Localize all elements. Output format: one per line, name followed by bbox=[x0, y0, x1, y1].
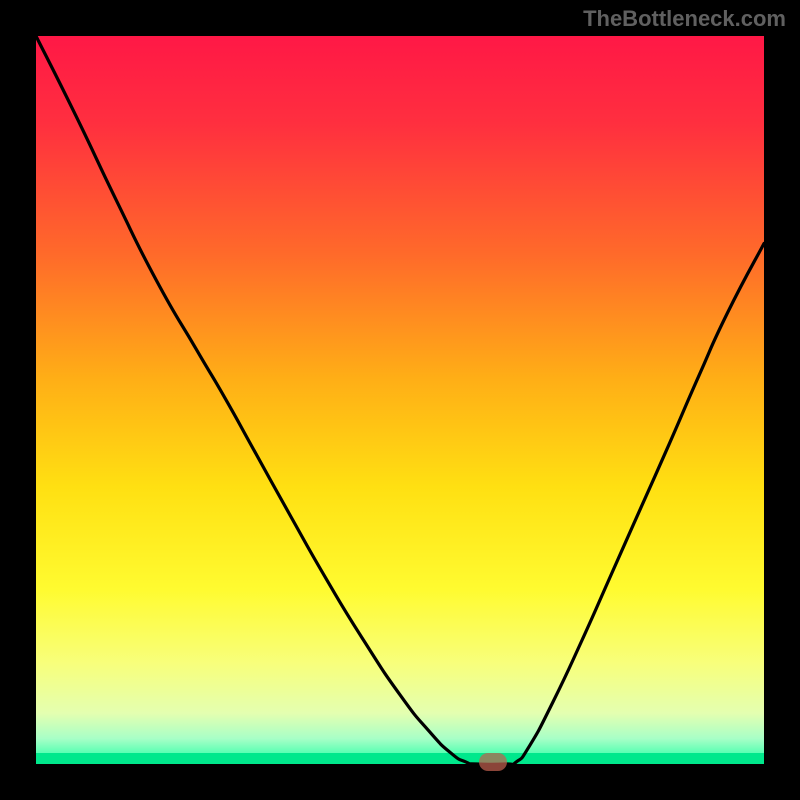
chart-container: TheBottleneck.com bbox=[0, 0, 800, 800]
optimum-marker bbox=[479, 753, 507, 771]
plot-area bbox=[36, 36, 764, 764]
watermark-text: TheBottleneck.com bbox=[583, 6, 786, 32]
bottleneck-curve bbox=[36, 36, 764, 764]
